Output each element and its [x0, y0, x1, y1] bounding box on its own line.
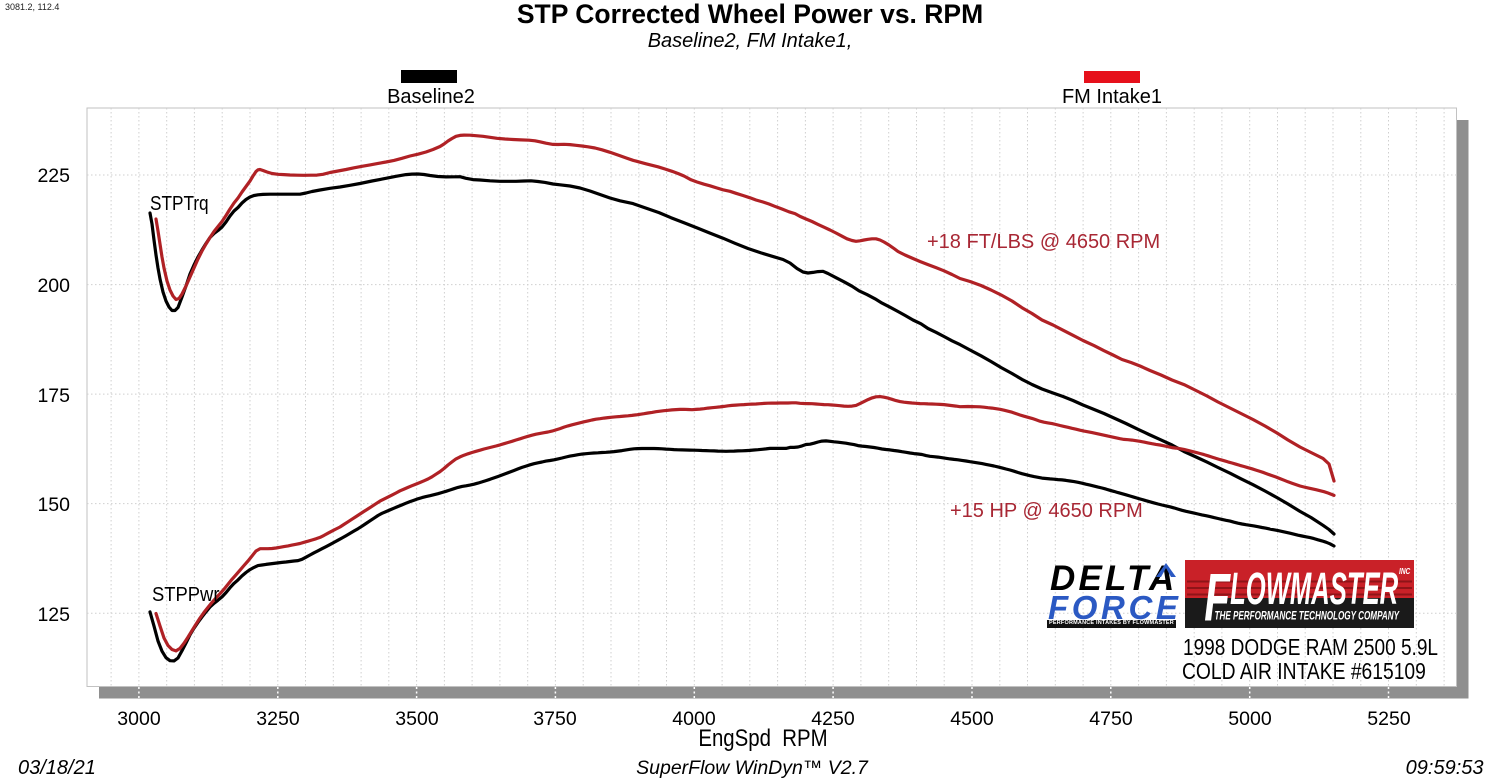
svg-text:F: F — [1204, 560, 1231, 628]
svg-text:LOWMASTER: LOWMASTER — [1230, 563, 1398, 613]
svg-text:INC: INC — [1399, 566, 1411, 576]
svg-text:THE PERFORMANCE TECHNOLOGY COM: THE PERFORMANCE TECHNOLOGY COMPANY — [1215, 609, 1400, 622]
